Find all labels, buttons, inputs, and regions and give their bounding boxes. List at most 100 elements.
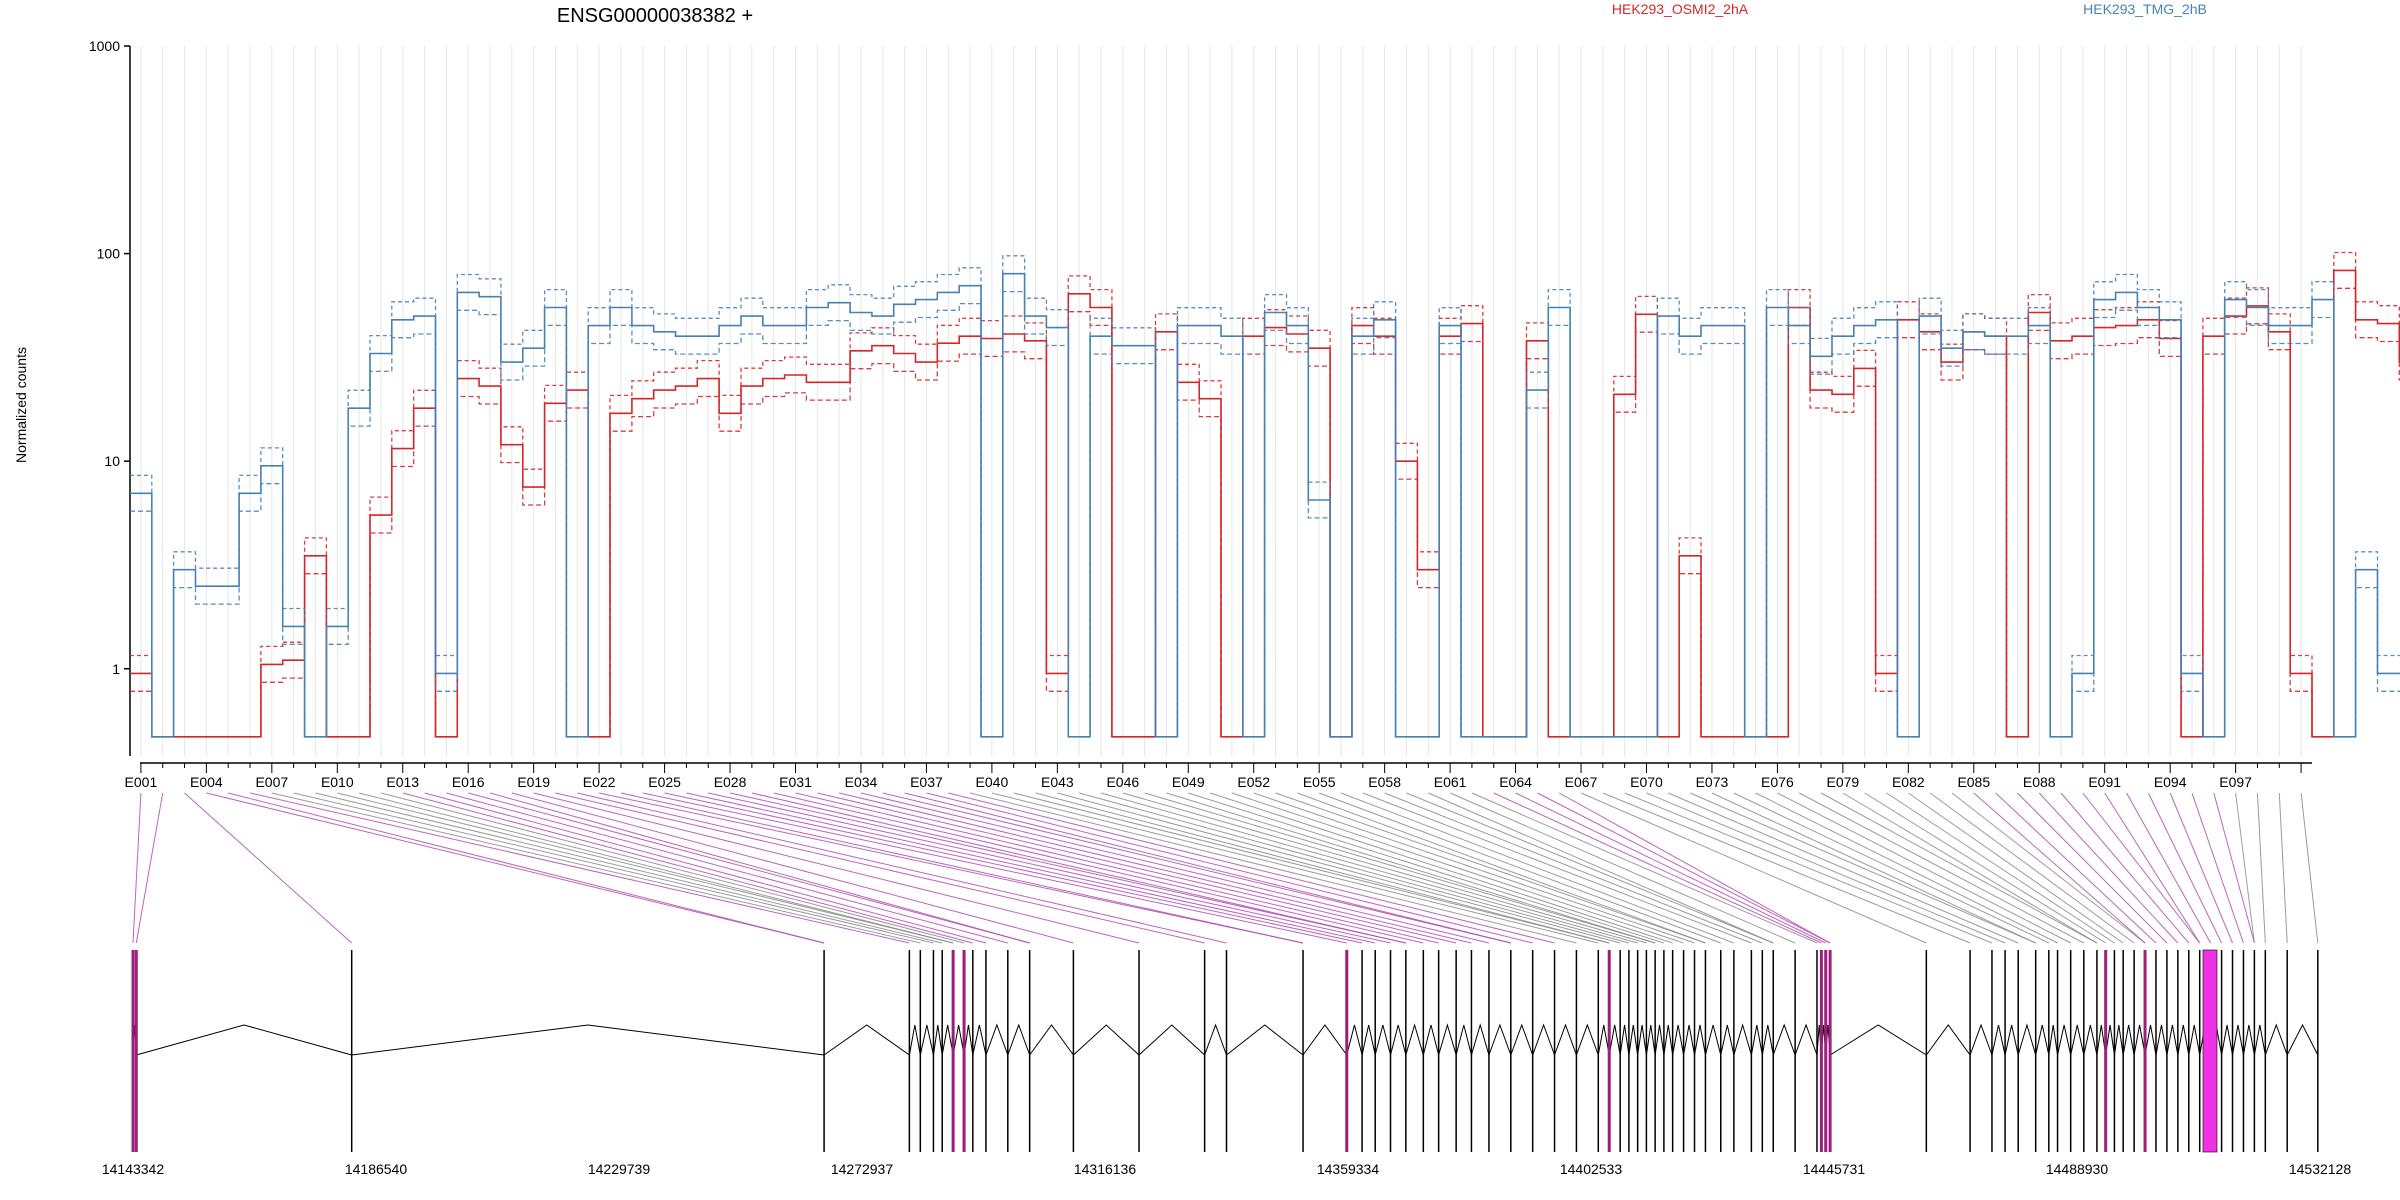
connector [228,792,825,944]
chart-title: ENSG00000038382 + [557,5,753,27]
exon-label: E001 [125,774,158,790]
connector [1406,792,1774,944]
connector [1035,792,1610,944]
connector [1013,792,1610,944]
connector [2017,792,2168,944]
connector [1733,792,2050,944]
connector [293,792,934,944]
exon-label: E055 [1303,774,1336,790]
genomic-tick-label: 14143342 [102,1161,165,1177]
exon-label: E091 [2088,774,2121,790]
exon-label: E007 [255,774,288,790]
intron [2083,1024,2098,1056]
y-tick-label: 1000 [89,38,120,54]
connector [489,792,1030,944]
connector [642,792,1347,944]
connector [1798,792,2085,944]
intron [1969,1023,1993,1056]
connector [1908,792,2124,944]
exon-connectors [132,792,2319,944]
connector [511,792,1074,944]
intron [919,1024,934,1056]
exon-label: E040 [976,774,1009,790]
genomic-coordinate-axis: 14143342 14186540 14229739 14272937 14316136… [102,1161,2352,1177]
exon-label: E061 [1434,774,1467,790]
intron [1991,1024,2006,1056]
intron [1405,1023,1424,1056]
exon-label: E097 [2219,774,2252,790]
intron [1694,1024,1706,1056]
intron [2122,1024,2135,1056]
connector [751,792,1406,944]
genomic-tick-label: 14186540 [345,1161,408,1177]
genomic-tick-label: 14316136 [1074,1161,1137,1177]
intron [952,1024,965,1056]
intron [1438,1023,1457,1056]
connector [1558,792,1831,944]
intron [1628,1024,1639,1056]
intron [1645,1024,1656,1056]
intron [1455,1024,1472,1056]
connector [1820,792,2098,944]
intron [985,1023,1009,1056]
intron [1470,1023,1490,1056]
intron [1226,1024,1304,1056]
exon-label: E058 [1368,774,1401,790]
intron [1302,1024,1348,1056]
intron [1575,1023,1599,1056]
intron [2070,1024,2085,1056]
connector [533,792,1140,944]
exon-label: E073 [1696,774,1729,790]
connector [1231,792,1684,944]
genomic-tick-label: 14359334 [1317,1161,1380,1177]
connector [1646,792,2006,944]
x-axis: E001 E004 E007 E010 E013 E016 E019 E022 E025 E028… [125,762,2312,790]
intron [1704,1024,1722,1056]
connector [817,792,1457,944]
connector [795,792,1439,944]
series-line-tmg [130,255,2400,738]
connector [402,792,973,944]
intron [2004,1024,2019,1056]
connector [1340,792,1735,944]
intron [1794,1023,1818,1056]
connector [380,792,965,944]
connector [1166,792,1656,944]
connector [1079,792,1630,944]
intron [1772,1023,1796,1056]
intron [1829,1024,1927,1056]
y-axis-label: Normalized counts [13,347,29,463]
intron [1007,1023,1031,1056]
intron [932,1024,943,1056]
exon-label: E079 [1827,774,1860,790]
connector [1209,792,1673,944]
intron [972,1024,987,1056]
exon-highlight [2202,949,2218,1153]
intron [1750,1024,1763,1056]
connector [1929,792,2135,944]
y-tick-label: 100 [97,246,121,262]
connector [1057,792,1621,944]
connector [1122,792,1647,944]
connector [2126,792,2212,944]
connector [2060,792,2190,944]
exon-label: E025 [648,774,681,790]
connector [1951,792,2146,944]
intron [823,1024,910,1056]
intron [2017,1023,2037,1056]
connector [446,792,1008,944]
connector [1886,792,2115,944]
exon-label: E010 [321,774,354,790]
intron [1374,1024,1392,1056]
exon-label: E034 [845,774,878,790]
connector [2104,792,2201,944]
connector [1384,792,1763,944]
intron [2057,1024,2072,1056]
exon-label: E088 [2023,774,2056,790]
exon-label: E067 [1565,774,1598,790]
intron [1925,1024,1971,1056]
intron [1390,1024,1407,1056]
intron [1204,1023,1227,1056]
intron [2035,1024,2050,1056]
intron [1029,1024,1074,1056]
